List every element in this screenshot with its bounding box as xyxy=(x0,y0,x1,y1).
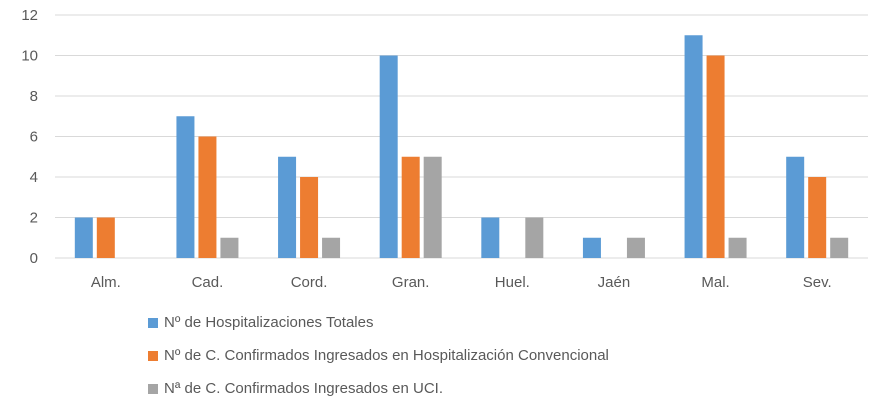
bar-chart: 0 2 4 6 8 10 12 Alm. Cad. Cord. Gran. Huel. Jaén Mal… xyxy=(21,7,868,291)
legend-swatch-gray xyxy=(148,383,158,394)
y-tick-label: 12 xyxy=(21,7,38,24)
bar-alm-series-2 xyxy=(96,217,115,258)
bar-jaén-series-1 xyxy=(582,237,601,258)
bar-cad-series-3 xyxy=(220,237,239,258)
legend-item-conventional-hospitalization: Nº de C. Confirmados Ingresados en Hospi… xyxy=(148,339,609,372)
legend-label: Nº de C. Confirmados Ingresados en Hospi… xyxy=(164,347,609,364)
y-tick-label: 10 xyxy=(21,48,38,65)
y-tick-label: 8 xyxy=(30,88,38,105)
x-tick-label: Cord. xyxy=(291,274,328,291)
bar-sev-series-2 xyxy=(808,177,827,258)
legend-label: Nº de Hospitalizaciones Totales xyxy=(164,314,374,331)
bar-mal-series-2 xyxy=(706,55,725,258)
y-tick-label: 0 xyxy=(30,250,38,267)
legend-label: Nª de C. Confirmados Ingresados en UCI. xyxy=(164,380,444,397)
bar-alm-series-1 xyxy=(74,217,93,258)
x-axis-ticks: Alm. Cad. Cord. Gran. Huel. Jaén Mal. Sev. xyxy=(91,274,832,291)
bar-cad-series-2 xyxy=(198,136,217,258)
bars xyxy=(74,35,849,258)
x-tick-label: Alm. xyxy=(91,274,121,291)
x-tick-label: Huel. xyxy=(495,274,530,291)
y-axis-ticks: 0 2 4 6 8 10 12 xyxy=(21,7,38,267)
y-tick-label: 6 xyxy=(30,129,38,146)
bar-cord-series-1 xyxy=(278,156,297,258)
x-tick-label: Jaén xyxy=(598,274,631,291)
bar-cad-series-1 xyxy=(176,116,195,258)
x-tick-label: Sev. xyxy=(803,274,832,291)
legend: Nº de Hospitalizaciones Totales Nº de C.… xyxy=(148,306,609,405)
legend-swatch-orange xyxy=(148,350,158,361)
y-tick-label: 2 xyxy=(30,210,38,227)
legend-item-total-hospitalizations: Nº de Hospitalizaciones Totales xyxy=(148,306,609,339)
bar-huel-series-3 xyxy=(525,217,544,258)
bar-jaén-series-3 xyxy=(626,237,645,258)
legend-swatch-blue xyxy=(148,317,158,328)
legend-item-icu: Nª de C. Confirmados Ingresados en UCI. xyxy=(148,372,609,405)
bar-gran-series-2 xyxy=(401,156,420,258)
bar-gran-series-1 xyxy=(379,55,398,258)
bar-cord-series-2 xyxy=(300,177,319,258)
bar-cord-series-3 xyxy=(322,237,341,258)
bar-sev-series-1 xyxy=(786,156,805,258)
x-tick-label: Cad. xyxy=(192,274,224,291)
bar-huel-series-1 xyxy=(481,217,500,258)
bar-sev-series-3 xyxy=(830,237,849,258)
bar-gran-series-3 xyxy=(423,156,442,258)
bar-mal-series-1 xyxy=(684,35,703,258)
y-tick-label: 4 xyxy=(30,169,38,186)
bar-mal-series-3 xyxy=(728,237,747,258)
x-tick-label: Mal. xyxy=(701,274,729,291)
x-tick-label: Gran. xyxy=(392,274,430,291)
